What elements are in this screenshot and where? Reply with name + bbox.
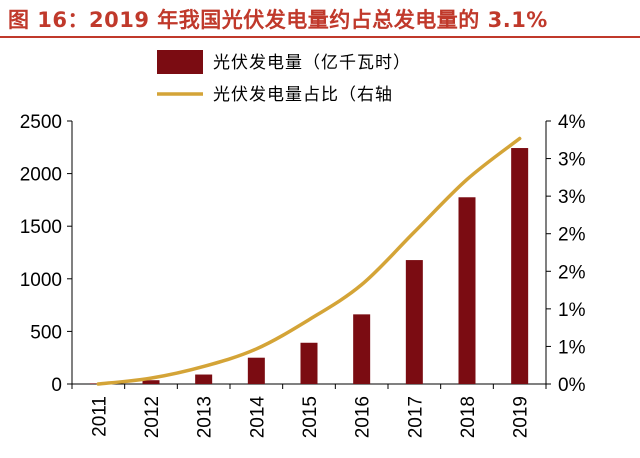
- legend-bar-label: 光伏发电量（亿千瓦时）: [213, 53, 411, 73]
- bar: [458, 197, 476, 384]
- left-axis-tick-label: 2000: [20, 165, 62, 186]
- x-axis-tick-label: 2012: [142, 396, 163, 438]
- left-axis-tick-label: 1000: [20, 270, 62, 291]
- right-axis-tick-label: 1%: [558, 337, 586, 358]
- x-axis-tick-label: 2017: [405, 396, 426, 438]
- x-axis-tick-label: 2018: [458, 396, 479, 438]
- bar: [511, 148, 529, 384]
- right-axis-tick-label: 4%: [558, 112, 586, 133]
- right-axis-tick-label: 2%: [558, 225, 586, 246]
- bar: [142, 380, 160, 384]
- page-title: 图 16：2019 年我国光伏发电量约占总发电量的 3.1%: [8, 8, 548, 32]
- bar: [405, 260, 423, 384]
- legend-line-label: 光伏发电量占比（右轴: [213, 85, 393, 105]
- share-line: [96, 136, 522, 386]
- right-axis-tick-label: 2%: [558, 262, 586, 283]
- right-axis-tick-label: 3%: [558, 150, 586, 171]
- left-axis-tick-label: 1500: [20, 217, 62, 238]
- x-axis-tick-label: 2014: [247, 396, 268, 439]
- legend-bar-swatch: [157, 50, 203, 74]
- x-axis-tick-label: 2011: [89, 396, 110, 437]
- right-axis-tick-label: 0%: [558, 375, 586, 396]
- x-axis-tick-label: 2015: [300, 396, 321, 438]
- x-axis-tick-label: 2019: [511, 396, 532, 438]
- bar: [247, 357, 265, 384]
- bar: [300, 342, 318, 384]
- title-divider: [0, 36, 640, 38]
- bar: [195, 374, 213, 384]
- left-axis-tick-label: 0: [51, 375, 62, 396]
- bar: [353, 314, 371, 384]
- right-axis-tick-label: 1%: [558, 300, 586, 321]
- right-axis-tick-label: 3%: [558, 187, 586, 208]
- x-axis-tick-label: 2016: [353, 396, 374, 438]
- x-axis-tick-label: 2013: [195, 396, 216, 438]
- left-axis-tick-label: 500: [30, 322, 62, 343]
- left-axis-tick-label: 2500: [20, 112, 62, 133]
